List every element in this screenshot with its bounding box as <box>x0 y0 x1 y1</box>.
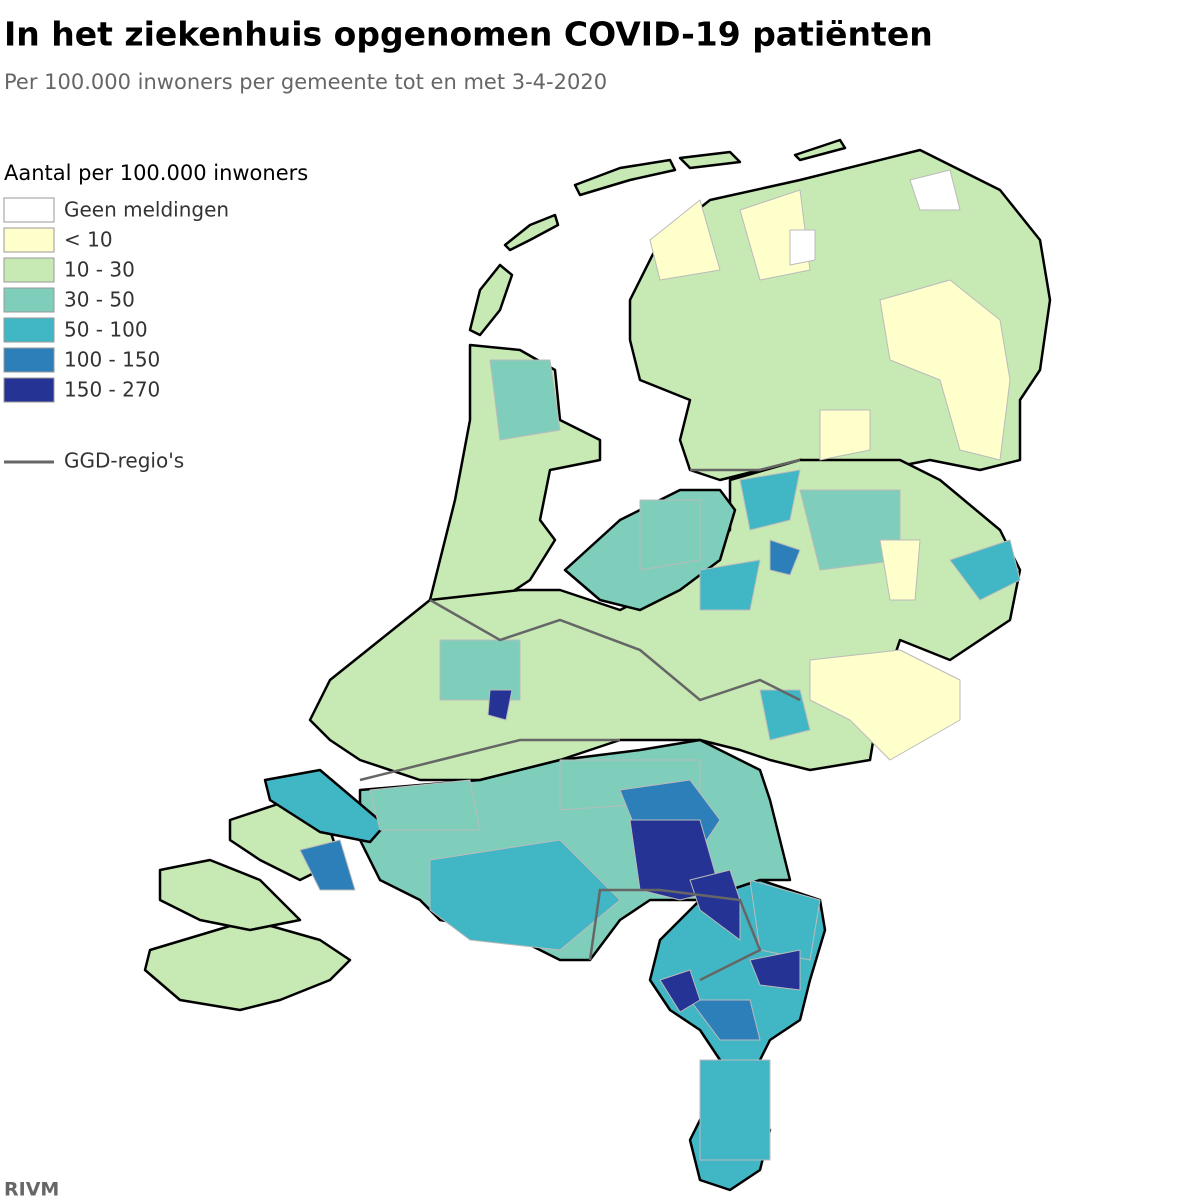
municipality-area <box>487 689 513 721</box>
municipality-area <box>879 539 921 601</box>
legend-swatch <box>3 347 55 373</box>
municipality-area <box>299 839 356 891</box>
municipality-area <box>699 1059 771 1161</box>
ggd-border <box>359 738 620 782</box>
municipality-area <box>689 999 761 1041</box>
municipality-area <box>489 359 561 441</box>
municipality-area <box>689 869 741 941</box>
municipality-area <box>439 639 521 701</box>
municipality-area <box>793 138 847 162</box>
ggd-legend-label: GGD-regio's <box>64 449 184 473</box>
legend-label: 30 - 50 <box>64 288 135 312</box>
municipality-area <box>659 969 701 1013</box>
municipality-area <box>879 279 1011 461</box>
municipality-area <box>699 559 761 611</box>
legend-swatch <box>3 287 55 313</box>
ggd-border <box>429 598 801 702</box>
legend-swatch <box>3 227 55 253</box>
municipality-area <box>639 499 701 571</box>
municipality-area <box>503 213 560 252</box>
municipality-area <box>143 918 352 1012</box>
municipality-area <box>759 689 811 741</box>
ggd-border <box>690 458 801 472</box>
subtitle: Per 100.000 inwoners per gemeente tot en… <box>4 70 607 94</box>
municipality-area <box>573 158 677 197</box>
legend-title: Aantal per 100.000 inwoners <box>4 161 308 185</box>
municipality-area <box>158 858 302 932</box>
legend: Geen meldingen < 10 10 - 30 30 - 50 50 - 100… <box>3 197 229 403</box>
legend-label: 10 - 30 <box>64 258 135 282</box>
municipality-area <box>819 409 871 461</box>
municipality-area <box>739 469 801 531</box>
municipality-area <box>468 263 514 337</box>
legend-label: < 10 <box>64 228 113 252</box>
municipality-area <box>949 539 1021 601</box>
ggd-borders <box>359 458 801 982</box>
municipality-area <box>428 343 602 602</box>
municipality-area <box>429 839 621 951</box>
municipality-area <box>789 229 816 266</box>
municipality-area <box>809 649 961 761</box>
legend-swatch <box>3 377 55 403</box>
municipality-area <box>263 768 387 844</box>
ggd-border <box>588 888 762 982</box>
municipality-area <box>678 150 742 170</box>
municipality-area <box>749 949 801 991</box>
municipality-area <box>749 879 821 961</box>
legend-swatch <box>3 257 55 283</box>
title: In het ziekenhuis opgenomen COVID-19 pat… <box>4 15 933 54</box>
legend-swatch <box>3 317 55 343</box>
municipality-area <box>369 779 481 831</box>
legend-label: 100 - 150 <box>64 348 160 372</box>
legend-label: Geen meldingen <box>64 198 229 222</box>
map <box>143 138 1052 1192</box>
source: RIVM <box>4 1179 59 1200</box>
legend-swatch <box>3 197 55 223</box>
municipality-area <box>769 539 801 576</box>
municipality-area <box>909 169 961 211</box>
municipality-area <box>649 199 721 281</box>
legend-label: 150 - 270 <box>64 378 160 402</box>
legend-label: 50 - 100 <box>64 318 148 342</box>
